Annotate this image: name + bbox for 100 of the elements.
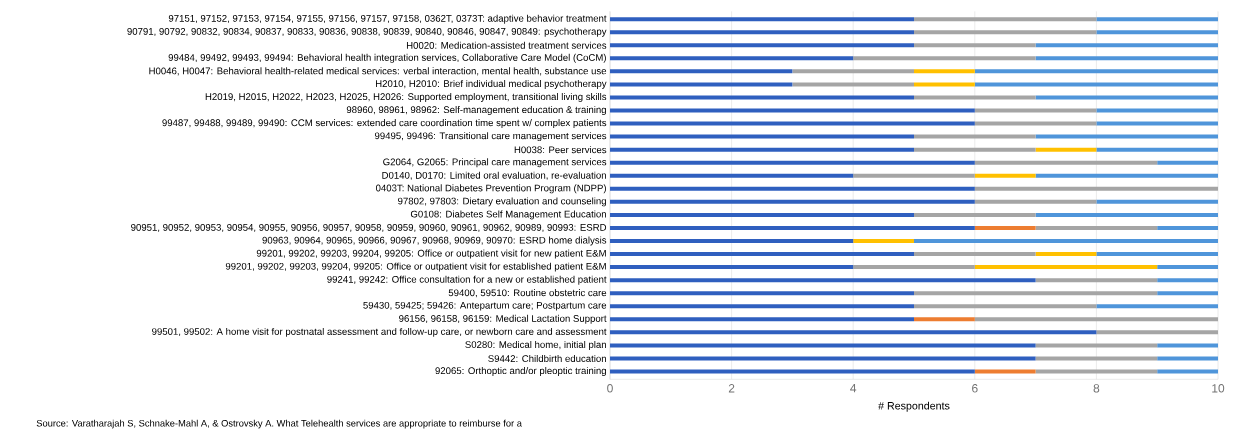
bar — [610, 225, 975, 230]
bar — [1096, 17, 1218, 22]
bar — [610, 56, 854, 61]
bar — [974, 121, 1097, 126]
bar — [974, 69, 1218, 74]
bar — [974, 108, 1097, 113]
bar — [610, 212, 914, 217]
bar — [914, 239, 1218, 244]
y-tick-label: 99484, 99492, 99493, 99494: Behavioral health integration services, Collaborative Care Model (CoCM) — [168, 53, 606, 63]
bar — [610, 160, 975, 165]
bar — [914, 43, 1036, 48]
bar — [1096, 199, 1218, 204]
bar — [1096, 304, 1218, 309]
bar — [1035, 173, 1218, 178]
bar — [1096, 330, 1218, 335]
bar — [610, 252, 914, 257]
bar — [974, 265, 1158, 270]
y-tick-label: G0108: Diabetes Self Management Education — [410, 210, 606, 220]
bar — [1157, 356, 1218, 361]
bar — [610, 199, 975, 204]
bar — [610, 265, 854, 270]
bar — [974, 82, 1218, 87]
bar — [914, 17, 1097, 22]
bar — [853, 173, 975, 178]
x-tick-label: 10 — [1212, 384, 1225, 393]
y-tick-label: 59430, 59425; 59426: Antepartum care; Postpartum care — [363, 301, 607, 311]
bar — [1035, 147, 1097, 152]
bar — [1157, 225, 1218, 230]
bar — [914, 134, 1036, 139]
bar — [1096, 108, 1218, 113]
y-tick-label: 99201, 99202, 99203, 99204, 99205: Office or outpatient visit for established patient E&M — [225, 262, 606, 272]
bar — [914, 252, 1036, 257]
bar — [610, 239, 854, 244]
bar — [610, 369, 975, 374]
bar — [1157, 278, 1218, 283]
bar — [610, 43, 914, 48]
bar — [1035, 43, 1218, 48]
bar — [1157, 160, 1218, 165]
bar — [1035, 278, 1158, 283]
y-tick-label: 98960, 98961, 98962: Self-management education & training — [346, 106, 606, 115]
x-tick-label: 4 — [850, 384, 857, 393]
bar — [914, 95, 1036, 100]
bar — [1035, 369, 1158, 374]
bar — [610, 30, 914, 35]
bar — [853, 239, 914, 244]
bar — [914, 30, 1097, 35]
bar — [610, 173, 854, 178]
bar — [1157, 265, 1218, 270]
bar — [1157, 343, 1218, 348]
bar — [610, 343, 1036, 348]
bar — [1157, 369, 1218, 374]
y-tick-label: S0280: Medical home, initial plan — [465, 340, 606, 350]
y-tick-label: 99241, 99242: Office consultation for a new or established patient — [327, 275, 607, 285]
bar — [914, 317, 975, 322]
bar — [610, 95, 914, 100]
bar — [974, 160, 1158, 165]
x-tick-label: 2 — [728, 384, 735, 393]
bar — [1096, 147, 1218, 152]
y-tick-label: D0140, D0170: Limited oral evaluation, re-evaluation — [382, 171, 606, 180]
bar — [1035, 56, 1218, 61]
bar — [1035, 134, 1218, 139]
bar — [914, 304, 1097, 309]
y-tick-label: H2010, H2010: Brief individual medical psychotherapy — [376, 79, 607, 89]
y-tick-label: 99501, 99502: A home visit for postnatal assessment and follow-up care, or newborn care and assessment — [152, 327, 607, 337]
bar — [610, 17, 914, 22]
bar — [974, 225, 1036, 230]
bar — [974, 173, 1036, 178]
y-tick-label: H2019, H2015, H2022, H2023, H2025, H2026: Supported employment, transitional living skills — [205, 92, 607, 102]
y-tick-label: 97802, 97803: Dietary evaluation and counseling — [398, 197, 606, 207]
y-tick-label: 97151, 97152, 97153, 97154, 97155, 97156, 97157, 97158, 0362T, 0373T: adaptive behavior treatment — [168, 14, 607, 24]
bar — [1035, 225, 1158, 230]
y-tick-label: H0046, H0047: Behavioral health-related medical services: verbal interaction, mental health, substance use — [149, 67, 607, 76]
bar — [1096, 30, 1218, 35]
bar — [1096, 121, 1218, 126]
x-axis-title: # Respondents — [878, 401, 950, 412]
y-tick-label: 99201, 99202, 99203, 99204, 99205: Office or outpatient visit for new patient E&M — [256, 249, 606, 259]
bar — [610, 108, 975, 113]
y-tick-label: H0038: Peer services — [514, 146, 607, 154]
y-tick-label: 90963, 90964, 90965, 90966, 90967, 90968, 90969, 90970: ESRD home dialysis — [262, 236, 607, 246]
bar — [610, 330, 1097, 335]
bar — [610, 186, 975, 191]
bar — [610, 304, 914, 309]
bar — [610, 147, 914, 152]
bar — [914, 82, 975, 87]
bar — [610, 317, 914, 322]
bar — [914, 69, 975, 74]
bar — [1096, 252, 1218, 257]
y-tick-label: 96156, 96158, 96159: Medical Lactation Support — [399, 314, 607, 324]
y-tick-label: 59400, 59510: Routine obstetric care — [448, 289, 607, 298]
bar — [610, 356, 1036, 361]
bar — [610, 278, 1036, 283]
y-tick-label: S9442: Childbirth education — [488, 354, 606, 362]
y-tick-label: 99495, 99496: Transitional care management services — [374, 132, 607, 142]
bar — [610, 82, 793, 87]
bar — [914, 291, 1158, 296]
bar — [853, 265, 975, 270]
bar — [792, 82, 914, 87]
bar — [974, 186, 1218, 191]
bar — [853, 56, 1036, 61]
bar — [610, 121, 975, 126]
